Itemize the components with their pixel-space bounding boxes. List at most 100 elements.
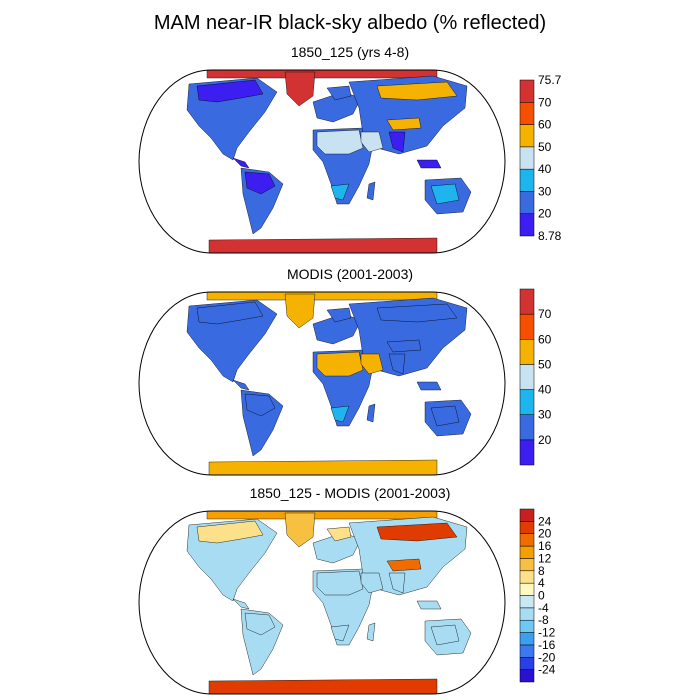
region-aus (430, 624, 460, 646)
region-arctic (206, 70, 438, 79)
colorbar-tick-label: 24 (538, 514, 552, 528)
map-outline (138, 69, 506, 254)
map-outline (138, 510, 506, 695)
colorbar-tick-label: -24 (538, 663, 556, 677)
region-tropics (244, 171, 276, 195)
panel-2-colorbar: 20 30 40 50 60 70 (519, 288, 552, 466)
colorbar-swatch (519, 558, 535, 572)
region-tropics (232, 598, 250, 610)
region-asia_north (376, 81, 458, 101)
panel-3-map (138, 510, 506, 695)
colorbar-swatch (519, 632, 535, 646)
colorbar-tick-label: -8 (538, 613, 549, 627)
colorbar-tick-label: 8.78 (538, 229, 562, 243)
colorbar-tick-label: 40 (538, 162, 552, 176)
region-sahara (316, 351, 364, 377)
region-desert (330, 183, 350, 201)
colorbar-tick-label: 50 (538, 357, 552, 371)
region-antarctica (208, 459, 438, 475)
colorbar-tick-label: 20 (538, 527, 552, 541)
region-arctic (206, 511, 438, 520)
colorbar-swatch (519, 213, 535, 237)
colorbar-swatch (519, 79, 535, 103)
colorbar-tick-label: 60 (538, 118, 552, 132)
figure-title: MAM near-IR black-sky albedo (% reflecte… (153, 12, 547, 34)
colorbar-swatch (519, 607, 535, 621)
colorbar-swatch (519, 146, 535, 170)
map-outline (138, 291, 506, 476)
colorbar-tick-label: -20 (538, 650, 556, 664)
region-sahara (316, 129, 364, 155)
region-land (366, 622, 376, 642)
colorbar-swatch (519, 582, 535, 596)
colorbar-tick-label: 75.7 (538, 73, 562, 87)
region-tropics (232, 379, 250, 391)
colorbar-swatch (519, 364, 535, 390)
region-aus (430, 183, 460, 205)
region-greenland (284, 293, 316, 329)
region-land (366, 181, 376, 201)
colorbar-swatch (519, 168, 535, 192)
region-greenland (284, 71, 316, 107)
region-greenland (284, 512, 316, 548)
region-sasia (388, 572, 406, 594)
colorbar-tick-label: 0 (538, 589, 545, 603)
colorbar-swatch (519, 102, 535, 125)
colorbar-tick-label: 4 (538, 576, 545, 590)
panel-1-map (138, 69, 506, 254)
region-tropics (416, 381, 442, 391)
region-high_lat (326, 307, 352, 323)
colorbar-swatch (519, 339, 535, 365)
region-asia_north (376, 522, 458, 542)
region-arabia (360, 572, 384, 594)
colorbar-tick-label: 8 (538, 564, 545, 578)
panel-2-map (138, 291, 506, 476)
colorbar-tick-label: -4 (538, 601, 549, 615)
colorbar-tick-label: 20 (538, 207, 552, 221)
region-sahara (316, 570, 364, 596)
region-antarctica (208, 678, 438, 694)
colorbar-tick-label: 70 (538, 307, 552, 321)
region-sasia (388, 131, 406, 153)
colorbar-swatch (519, 191, 535, 214)
region-asia_north (376, 303, 458, 323)
panel-1-colorbar: 8.78 20 30 40 50 60 70 75.7 (519, 73, 562, 243)
colorbar-swatch (519, 313, 535, 340)
region-himalaya (386, 117, 422, 131)
colorbar-swatch (519, 644, 535, 658)
colorbar-swatch (519, 439, 535, 466)
colorbar-tick-label: 20 (538, 433, 552, 447)
colorbar-swatch (519, 124, 535, 148)
colorbar-swatch (519, 657, 535, 670)
colorbar-swatch (519, 508, 535, 522)
colorbar-swatch (519, 545, 535, 559)
region-arabia (360, 353, 384, 375)
colorbar-swatch (519, 619, 535, 633)
region-tropics (416, 600, 442, 610)
colorbar-swatch (519, 414, 535, 441)
region-arctic (206, 292, 438, 301)
panel-1-title: 1850_125 (yrs 4-8) (290, 44, 410, 60)
colorbar-tick-label: -16 (538, 638, 556, 652)
colorbar-tick-label: 30 (538, 408, 552, 422)
colorbar-swatch (519, 570, 535, 584)
region-desert (330, 405, 350, 423)
panel-2-title: MODIS (2001-2003) (286, 266, 414, 282)
region-antarctica (208, 237, 438, 253)
colorbar-tick-label: 30 (538, 184, 552, 198)
region-tropics (244, 612, 276, 636)
region-desert (330, 624, 350, 642)
colorbar-swatch (519, 389, 535, 415)
colorbar-swatch (519, 288, 535, 315)
colorbar-tick-label: 70 (538, 95, 552, 109)
region-himalaya (386, 339, 422, 353)
colorbar-tick-label: 16 (538, 539, 552, 553)
region-tropics (232, 157, 250, 169)
region-canada (196, 301, 264, 325)
colorbar-tick-label: 12 (538, 551, 552, 565)
region-high_lat (326, 85, 352, 101)
colorbar-tick-label: 50 (538, 140, 552, 154)
panel-3-title: 1850_125 - MODIS (2001-2003) (249, 485, 451, 501)
colorbar-tick-label: 60 (538, 332, 552, 346)
